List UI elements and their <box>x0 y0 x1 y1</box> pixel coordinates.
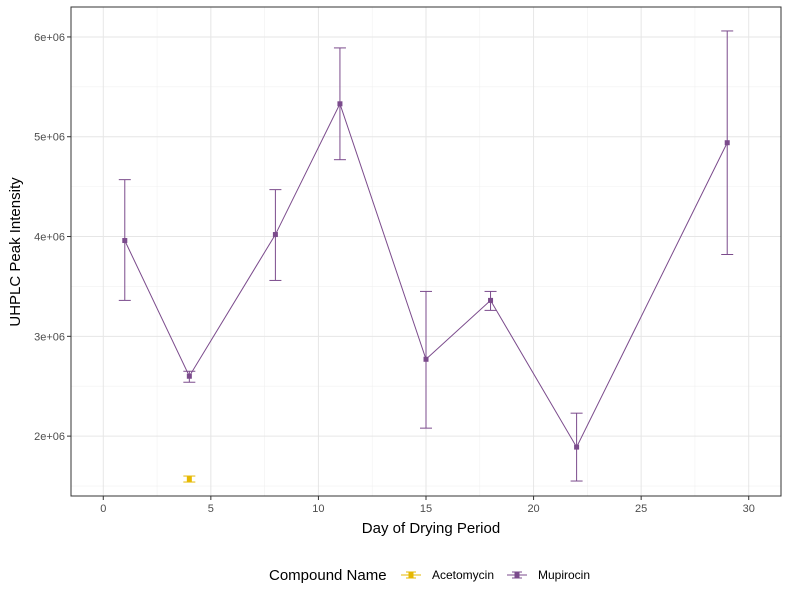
data-point <box>122 238 128 244</box>
data-point <box>574 444 580 450</box>
x-axis-title: Day of Drying Period <box>362 520 500 537</box>
series-mupirocin <box>118 30 734 482</box>
data-point <box>724 140 730 146</box>
series-line <box>124 102 728 449</box>
y-tick-label: 2e+06 <box>34 431 65 443</box>
y-tick-label: 5e+06 <box>34 132 65 144</box>
legend-key-acetomycin <box>401 571 421 579</box>
series-acetomycin <box>183 475 196 483</box>
data-point <box>186 373 192 379</box>
series-layer <box>118 30 734 483</box>
data-point <box>423 356 429 362</box>
y-axis-title: UHPLC Peak Intensity <box>7 177 24 327</box>
y-axis-ticks: 2e+06 3e+06 4e+06 5e+06 6e+06 <box>34 32 71 443</box>
data-point <box>488 297 494 303</box>
legend-label-acetomycin: Acetomycin <box>432 568 494 582</box>
legend-key-marker <box>514 572 520 578</box>
data-point <box>272 232 278 238</box>
legend-label-mupirocin: Mupirocin <box>538 568 590 582</box>
x-tick-label: 25 <box>635 503 647 515</box>
legend: Compound Name Acetomycin Mupirocin <box>269 567 590 584</box>
x-tick-label: 20 <box>527 503 539 515</box>
y-tick-label: 6e+06 <box>34 32 65 44</box>
data-point <box>337 101 343 107</box>
data-point <box>186 476 192 482</box>
x-tick-label: 5 <box>208 503 214 515</box>
x-tick-label: 30 <box>743 503 755 515</box>
legend-title: Compound Name <box>269 567 387 584</box>
panel-border <box>70 6 782 497</box>
x-tick-label: 10 <box>312 503 324 515</box>
x-tick-label: 15 <box>420 503 432 515</box>
x-tick-label: 0 <box>100 503 106 515</box>
legend-key-marker <box>408 572 414 578</box>
y-tick-label: 3e+06 <box>34 331 65 343</box>
y-tick-label: 4e+06 <box>34 232 65 244</box>
grid-lines <box>71 7 781 496</box>
x-axis-ticks: 0 5 10 15 20 25 30 <box>100 496 755 515</box>
legend-key-mupirocin <box>507 571 527 579</box>
